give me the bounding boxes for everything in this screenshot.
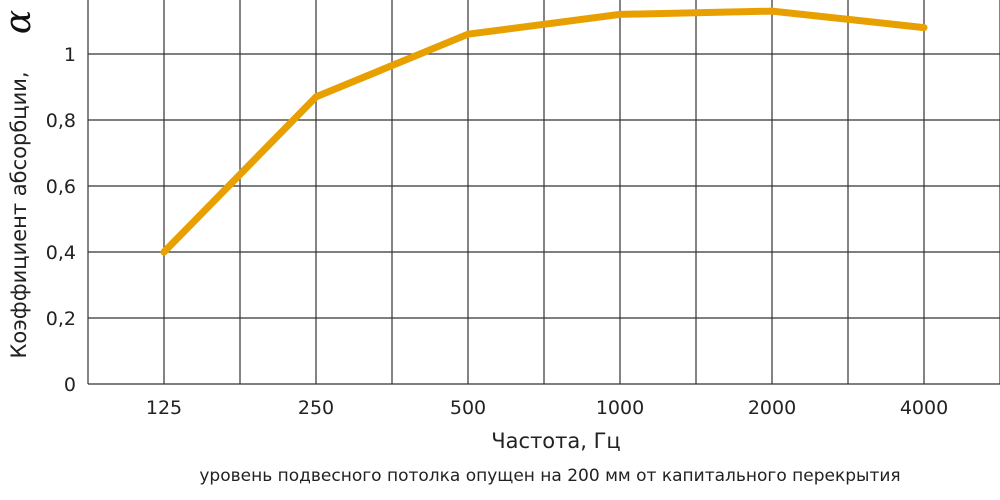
y-axis-alpha-symbol: α [0,10,39,34]
series-layer [160,7,928,256]
data-point [312,93,320,101]
y-tick-label: 0,4 [46,242,76,264]
data-point [616,10,624,18]
data-point [768,7,776,15]
x-tick-label: 125 [146,397,182,419]
y-tick-label: 1 [64,44,76,66]
x-tick-label: 2000 [748,397,796,419]
absorption-chart: 0 0,2 0,4 0,6 0,8 1 125 250 500 1000 2000 4000 Час… [0,0,1000,453]
y-axis-title: Коэффициент абсорбции, [7,71,31,358]
x-tick-label: 1000 [596,397,644,419]
data-point [464,30,472,38]
y-tick-label: 0,6 [46,176,76,198]
y-tick-label: 0,8 [46,110,76,132]
data-point [920,24,928,32]
y-tick-labels: 0 0,2 0,4 0,6 0,8 1 [46,44,76,396]
series-line [161,7,925,255]
x-tick-labels: 125 250 500 1000 2000 4000 [146,397,948,419]
x-tick-label: 4000 [900,397,948,419]
data-point [160,248,168,256]
x-tick-label: 500 [450,397,486,419]
chart-note: уровень подвесного потолка опущен на 200… [199,466,901,486]
x-axis-title: Частота, Гц [491,429,620,453]
y-tick-label: 0 [64,374,76,396]
x-tick-label: 250 [298,397,334,419]
chart-grid [87,0,1000,385]
y-tick-label: 0,2 [46,308,76,330]
